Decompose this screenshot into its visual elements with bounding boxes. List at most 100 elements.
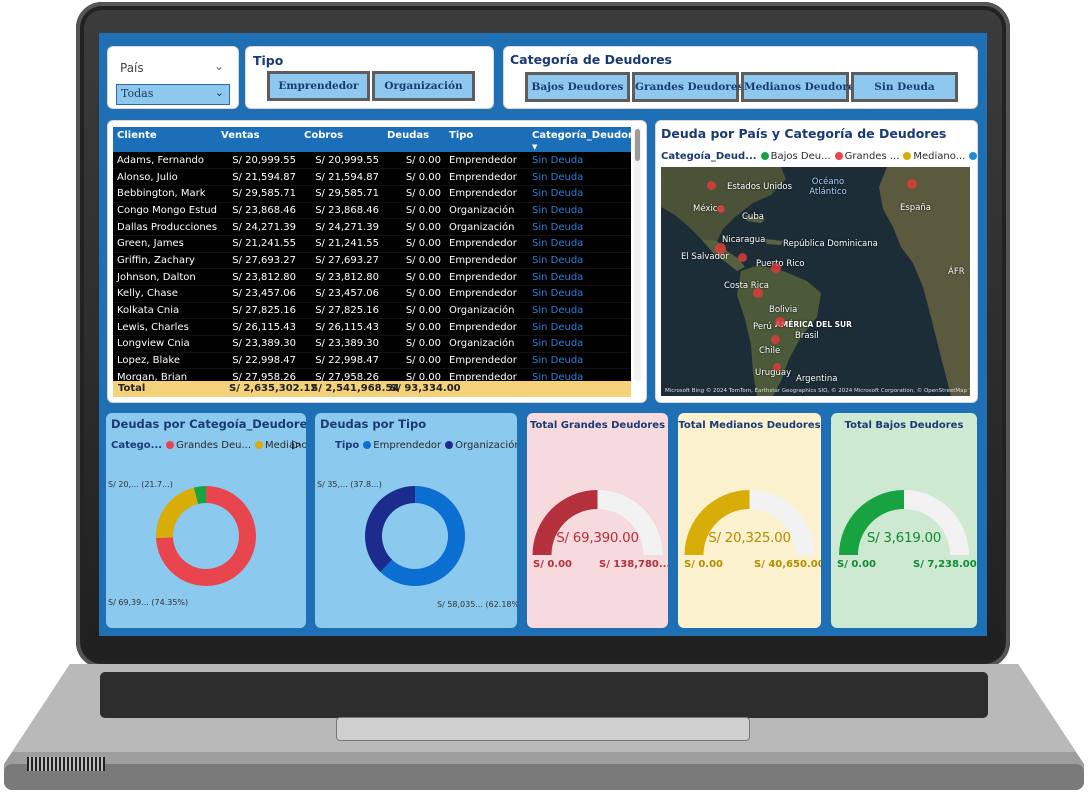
col-header-tipo[interactable]: Tipo — [445, 127, 528, 152]
cell-ventas: S/ 23,868.46 — [217, 202, 300, 220]
gauge-fill — [839, 490, 904, 555]
map-bubble[interactable] — [773, 363, 781, 371]
legend-dot-icon — [969, 152, 977, 160]
table-scrollbar[interactable] — [634, 127, 641, 381]
categoria-tile-bajos[interactable]: Bajos Deudores — [525, 72, 630, 102]
legend-emprendedor[interactable]: Emprendedor — [373, 440, 442, 451]
table-row[interactable]: Adams, Fernando S/ 20,999.55 S/ 20,999.55 S… — [113, 152, 631, 170]
tipo-tile-organizacion[interactable]: Organización — [372, 71, 475, 101]
map-bubble[interactable] — [753, 288, 763, 298]
cell-cobros: S/ 23,457.06 — [300, 285, 383, 303]
donut-tipo-chart[interactable] — [315, 413, 517, 628]
map-bubble[interactable] — [907, 179, 917, 189]
map-label-ocean: Océano Atlántico — [809, 177, 847, 197]
donut-categoria-label-top: S/ 20,... (21.7...) — [108, 480, 173, 489]
table-row[interactable]: Kelly, Chase S/ 23,457.06 S/ 23,457.06 S/ 0… — [113, 285, 631, 303]
cell-tipo: Emprendedor — [445, 168, 528, 186]
chevron-down-icon: ⌄ — [214, 86, 224, 99]
gauge-medianos-chart[interactable] — [678, 413, 821, 628]
legend-bajos[interactable]: Bajos Deu... — [770, 151, 831, 162]
cell-cliente: Dallas Producciones — [113, 218, 217, 236]
legend-organizacion[interactable]: Organización — [455, 440, 517, 451]
cell-ventas: S/ 20,999.55 — [217, 152, 300, 170]
donut-slice-medianos[interactable] — [156, 487, 199, 539]
legend-grandes[interactable]: Grandes ... — [844, 151, 900, 162]
donut-slice-grandes[interactable] — [156, 486, 256, 586]
map-label-uruguay: Uruguay — [755, 368, 792, 378]
col-header-deudas[interactable]: Deudas — [383, 127, 445, 152]
table-scroll-thumb[interactable] — [635, 129, 640, 161]
table-row[interactable]: Lopez, Blake S/ 22,998.47 S/ 22,998.47 S/ 0… — [113, 352, 631, 370]
map-bubble[interactable] — [707, 181, 716, 190]
gauge-grandes-max: S/ 138,780.... — [599, 559, 668, 570]
gauge-medianos-title: Total Medianos Deudores — [678, 420, 821, 431]
gauge-grandes-chart[interactable] — [527, 413, 668, 628]
legend-grandes-deu[interactable]: Grandes Deu... — [176, 440, 252, 451]
cell-cobros: S/ 26,115.43 — [300, 318, 383, 337]
categoria-tile-medianos[interactable]: Medianos Deudores — [741, 72, 861, 102]
cell-deudas: S/ 0.00 — [383, 218, 445, 236]
legend-next-arrow-icon[interactable]: ▷ — [292, 437, 302, 451]
cell-cobros: S/ 27,825.16 — [300, 302, 383, 320]
table-row[interactable]: Kolkata Cnia S/ 27,825.16 S/ 27,825.16 S/ 0… — [113, 302, 631, 320]
table-row[interactable]: Lewis, Charles S/ 26,115.43 S/ 26,115.43 S/… — [113, 318, 631, 337]
map-legend-title: Categoía_Deud... — [661, 151, 757, 162]
donut-slice-emprendedor[interactable] — [380, 486, 465, 586]
legend-medianos[interactable]: Mediano... — [913, 151, 966, 162]
map-bubble[interactable] — [715, 243, 726, 254]
table-row[interactable]: Alonso, Julio S/ 21,594.87 S/ 21,594.87 S/ … — [113, 168, 631, 186]
cell-deudas: S/ 0.00 — [383, 152, 445, 170]
donut-slice-bajos[interactable] — [193, 486, 206, 504]
map-label-argentina: Argentina — [796, 374, 838, 384]
cell-deudas: S/ 0.00 — [383, 335, 445, 353]
map-credits-text: © 2024 TomTom, Earthstar Geographics SIO… — [705, 388, 970, 394]
cell-cliente: Adams, Fernando — [113, 152, 217, 170]
col-header-ventas[interactable]: Ventas — [217, 127, 300, 152]
side-vent — [27, 757, 105, 771]
cell-tipo: Emprendedor — [445, 285, 528, 303]
map-label-brasil: Brasil — [795, 331, 819, 341]
map-bubble[interactable] — [717, 205, 725, 213]
cell-ventas: S/ 21,241.55 — [217, 235, 300, 253]
map-bubble[interactable] — [738, 253, 747, 262]
gauge-bajos-chart[interactable] — [831, 413, 977, 628]
col-header-categoria[interactable]: Categoría_Deudores ▼ — [528, 127, 631, 152]
map-label-spain: España — [900, 203, 931, 213]
legend-dot-icon — [760, 152, 769, 160]
table-row[interactable]: Congo Mongo Estudio S/ 23,868.46 S/ 23,868… — [113, 202, 631, 220]
table-row[interactable]: Griffin, Zachary S/ 27,693.27 S/ 27,693.27… — [113, 252, 631, 270]
map-bubble[interactable] — [775, 317, 785, 327]
pais-dropdown[interactable]: Todas ⌄ — [116, 84, 230, 105]
map-panel: Deuda por País y Categoría de Deudores C… — [655, 120, 978, 403]
map-canvas[interactable]: Estados Unidos México Cuba Océano Atlánt… — [661, 167, 970, 396]
categoria-tile-sin-deuda[interactable]: Sin Deuda — [851, 72, 958, 102]
map-bubble[interactable] — [771, 335, 780, 344]
cell-deudas: S/ 0.00 — [383, 285, 445, 303]
table-row[interactable]: Johnson, Dalton S/ 23,812.80 S/ 23,812.80 S… — [113, 268, 631, 286]
gauge-medianos-value: S/ 20,325.00 — [708, 530, 791, 546]
cell-ventas: S/ 29,585.71 — [217, 185, 300, 203]
col-header-cliente[interactable]: Cliente — [113, 127, 217, 152]
clientes-table[interactable]: Cliente Ventas Cobros Deudas Tipo Catego… — [113, 127, 631, 397]
map-label-africa: ÁFR — [948, 267, 965, 277]
map-bubble[interactable] — [771, 263, 781, 273]
tipo-tile-emprendedor[interactable]: Emprendedor — [267, 71, 370, 101]
col-header-cobros[interactable]: Cobros — [300, 127, 383, 152]
table-row[interactable]: Bebbington, Mark S/ 29,585.71 S/ 29,585.71… — [113, 185, 631, 203]
cell-categoria: Sin Deuda — [528, 235, 631, 253]
donut-tipo-legend: Tipo Emprendedor Organización — [335, 440, 517, 451]
cell-cobros: S/ 21,594.87 — [300, 168, 383, 186]
categoria-tile-grandes[interactable]: Grandes Deudores — [632, 72, 743, 102]
collapse-chevron-icon[interactable]: ⌄ — [213, 59, 224, 73]
donut-slice-organizacion[interactable] — [365, 486, 415, 573]
cell-cliente: Johnson, Dalton — [113, 268, 217, 286]
legend-medianos[interactable]: Medianos ... — [265, 440, 306, 451]
cell-cliente: Bebbington, Mark — [113, 185, 217, 203]
table-row[interactable]: Longview Cnia S/ 23,389.30 S/ 23,389.30 S/ … — [113, 335, 631, 353]
cell-cliente: Kelly, Chase — [113, 285, 217, 303]
gauge-grandes-min: S/ 0.00 — [533, 559, 573, 570]
map-label-cuba: Cuba — [742, 212, 764, 222]
table-row[interactable]: Dallas Producciones S/ 24,271.39 S/ 24,271… — [113, 218, 631, 236]
donut-categoria-chart[interactable] — [106, 413, 306, 628]
table-row[interactable]: Green, James S/ 21,241.55 S/ 21,241.55 S/ 0… — [113, 235, 631, 253]
